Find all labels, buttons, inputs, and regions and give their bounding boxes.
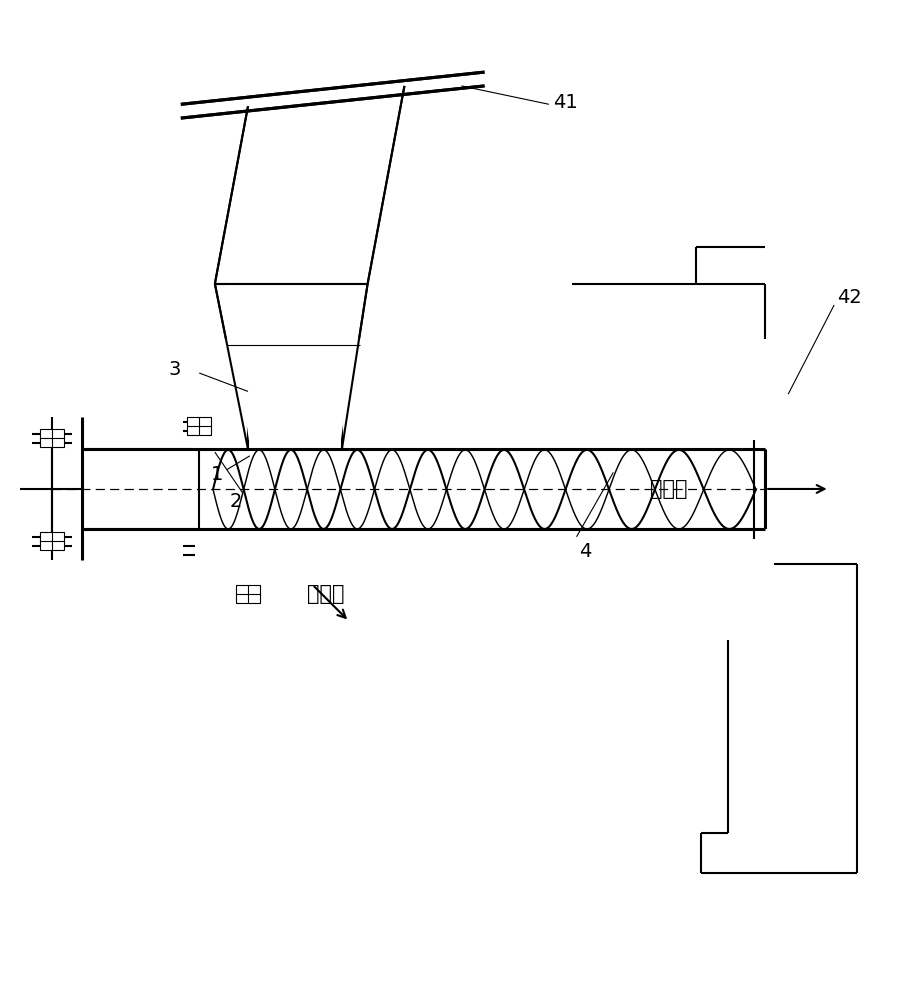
Text: 1: 1 — [211, 465, 223, 484]
Bar — [40, 429, 64, 447]
Text: 物料出: 物料出 — [650, 479, 688, 499]
Bar — [40, 532, 64, 550]
Bar — [195, 529, 774, 640]
Text: 4: 4 — [580, 542, 592, 561]
Text: 3: 3 — [169, 360, 181, 379]
Polygon shape — [227, 284, 362, 447]
Bar — [187, 417, 211, 435]
Text: 2: 2 — [230, 492, 242, 511]
Bar — [236, 585, 260, 603]
Text: 物料进: 物料进 — [306, 584, 344, 604]
Text: 42: 42 — [837, 288, 862, 307]
Text: 41: 41 — [554, 93, 579, 112]
Bar — [195, 339, 774, 449]
